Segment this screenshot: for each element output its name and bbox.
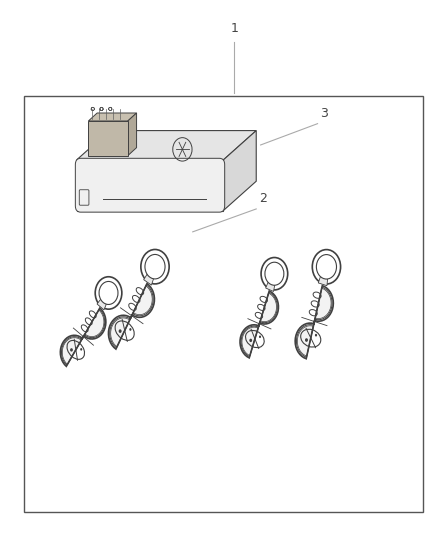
Circle shape [80,348,82,351]
Polygon shape [240,291,279,358]
Circle shape [99,281,118,304]
Circle shape [305,338,308,342]
Polygon shape [88,113,137,121]
Polygon shape [88,121,128,156]
FancyBboxPatch shape [75,158,225,212]
Polygon shape [144,274,154,285]
Polygon shape [77,131,256,160]
Circle shape [129,328,131,331]
Polygon shape [295,286,333,359]
Text: 3: 3 [320,107,328,120]
Polygon shape [97,299,106,310]
Polygon shape [318,277,328,286]
Polygon shape [109,284,155,349]
Circle shape [119,329,122,333]
Polygon shape [266,282,275,292]
Circle shape [259,335,261,338]
Bar [24,96,423,512]
Circle shape [315,334,317,336]
Polygon shape [223,131,256,211]
Polygon shape [128,113,137,156]
Circle shape [70,348,73,352]
Text: 2: 2 [259,192,267,205]
Circle shape [265,262,284,285]
Circle shape [145,254,165,279]
Polygon shape [60,308,106,366]
Text: 1: 1 [230,22,238,35]
Circle shape [249,338,252,342]
Polygon shape [77,160,223,211]
Circle shape [316,255,336,279]
